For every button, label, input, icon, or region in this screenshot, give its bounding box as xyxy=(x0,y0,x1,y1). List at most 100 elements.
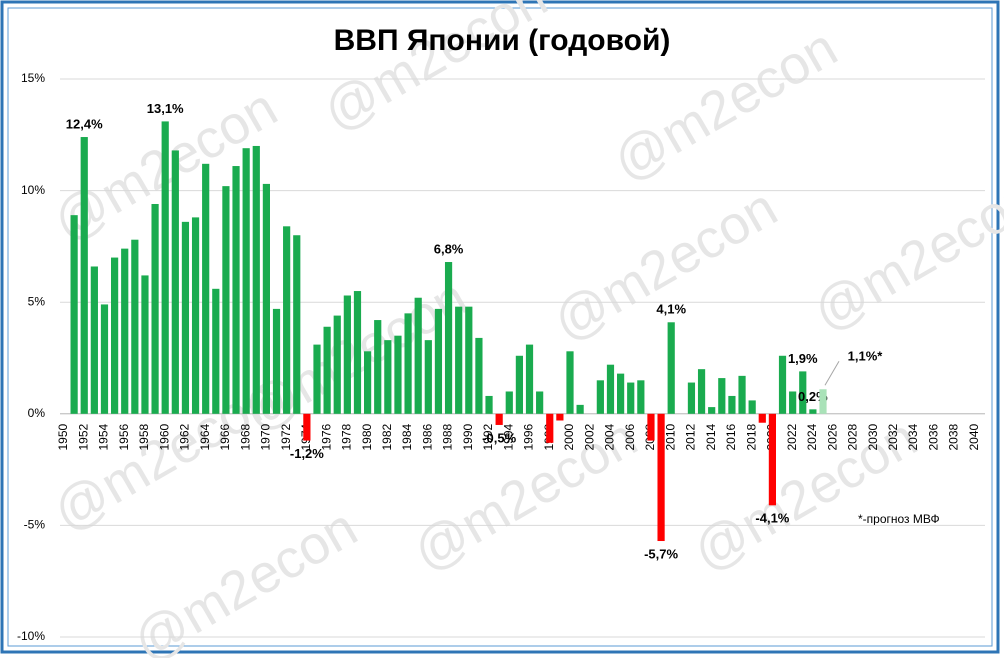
bar xyxy=(576,404,584,414)
value-label: 1,1%* xyxy=(848,349,884,364)
bar xyxy=(748,400,756,414)
bar xyxy=(536,391,544,414)
bar xyxy=(343,295,351,414)
x-tick-label: 2032 xyxy=(886,423,900,450)
bar xyxy=(384,340,392,414)
bar xyxy=(121,248,129,414)
value-label: -0,5% xyxy=(482,430,516,445)
bar xyxy=(171,150,179,414)
bar xyxy=(789,391,797,414)
x-tick-label: 1966 xyxy=(218,423,232,450)
bar xyxy=(809,409,817,414)
x-tick-label: 2014 xyxy=(704,423,718,450)
x-tick-label: 2040 xyxy=(967,423,981,450)
x-tick-label: 2034 xyxy=(906,423,920,450)
chart-title: ВВП Японии (годовой) xyxy=(334,24,671,57)
bar xyxy=(90,266,98,414)
bar xyxy=(404,313,412,414)
x-tick-label: 1964 xyxy=(198,423,212,450)
y-tick-label: -5% xyxy=(24,518,46,532)
value-label: -5,7% xyxy=(644,546,678,561)
x-tick-label: 2012 xyxy=(684,423,698,450)
x-tick-label: 1990 xyxy=(461,423,475,450)
bar xyxy=(131,239,139,414)
x-tick-label: 1988 xyxy=(441,423,455,450)
x-tick-label: 1980 xyxy=(360,423,374,450)
bar xyxy=(434,308,443,414)
bar xyxy=(374,320,382,414)
bar xyxy=(819,389,827,414)
bar xyxy=(495,413,503,425)
x-tick-label: 1978 xyxy=(340,423,354,450)
bar xyxy=(100,304,109,414)
bar xyxy=(667,322,675,414)
bar xyxy=(161,121,169,414)
x-tick-label: 1984 xyxy=(400,423,414,450)
bar xyxy=(151,203,159,414)
y-tick-label: 15% xyxy=(21,71,45,85)
x-tick-label: 2006 xyxy=(623,423,637,450)
bar xyxy=(657,413,665,542)
x-tick-label: 1970 xyxy=(259,423,273,450)
inner-frame xyxy=(7,7,993,647)
x-tick-label: 1950 xyxy=(56,423,70,450)
x-tick-label: 1994 xyxy=(501,423,515,450)
x-tick-label: 1954 xyxy=(97,423,111,450)
bar xyxy=(465,306,473,414)
bar xyxy=(272,308,281,414)
bar xyxy=(505,391,513,414)
bar xyxy=(70,215,78,414)
x-tick-label: 1982 xyxy=(380,423,394,450)
note: *-прогноз МВФ xyxy=(858,512,940,526)
bar xyxy=(768,413,776,506)
bar xyxy=(333,315,341,414)
bar xyxy=(394,335,402,414)
bar xyxy=(111,257,119,414)
value-label: 1,9% xyxy=(788,351,818,366)
x-tick-label: 2000 xyxy=(562,423,576,450)
bar xyxy=(444,262,453,414)
x-tick-label: 2026 xyxy=(825,423,839,450)
x-tick-label: 2024 xyxy=(805,423,819,450)
y-tick-label: 5% xyxy=(28,294,46,308)
bar xyxy=(606,364,615,414)
x-tick-label: 1968 xyxy=(238,423,252,450)
value-label: -1,2% xyxy=(290,446,324,461)
x-tick-label: 1952 xyxy=(76,423,90,450)
x-tick-label: 1960 xyxy=(157,423,171,450)
bar xyxy=(778,355,787,414)
x-tick-label: 2036 xyxy=(926,423,940,450)
value-label: 4,1% xyxy=(656,302,686,317)
bar xyxy=(242,148,250,414)
x-tick-label: 2018 xyxy=(744,423,758,450)
bar xyxy=(617,373,625,414)
bar xyxy=(141,275,149,414)
bar xyxy=(546,413,554,443)
bar xyxy=(80,137,88,414)
bar xyxy=(485,395,493,414)
bar xyxy=(718,378,726,414)
bar xyxy=(313,344,321,414)
x-tick-label: 2028 xyxy=(846,423,860,450)
bar xyxy=(525,344,534,414)
value-label: -4,1% xyxy=(755,511,789,526)
bar xyxy=(303,413,311,441)
x-tick-label: 2030 xyxy=(866,423,880,450)
bar xyxy=(424,340,432,414)
bar xyxy=(353,291,362,414)
x-tick-label: 1986 xyxy=(420,423,434,450)
x-tick-label: 2022 xyxy=(785,423,799,450)
value-label: 13,1% xyxy=(147,101,184,116)
value-label: 6,8% xyxy=(434,241,464,256)
value-label: 12,4% xyxy=(66,116,103,131)
bar xyxy=(738,375,746,414)
bar xyxy=(181,221,190,414)
bar xyxy=(202,163,210,414)
bar xyxy=(222,186,230,414)
bar xyxy=(515,355,523,414)
bar xyxy=(262,183,270,414)
bar xyxy=(637,380,645,414)
bar xyxy=(799,371,807,414)
bar xyxy=(566,351,574,414)
